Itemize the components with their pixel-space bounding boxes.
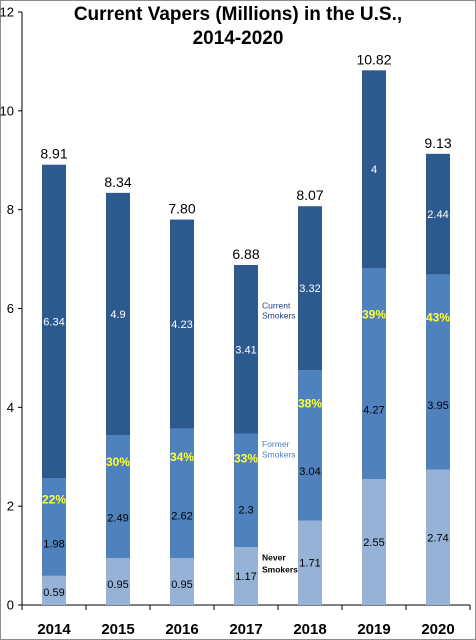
- bar-segment-current: [106, 192, 130, 436]
- bar-value-label-current: 4.23: [171, 319, 192, 331]
- bar-value-label-current: 2.44: [427, 209, 448, 221]
- x-category-label: 2015: [101, 621, 134, 638]
- former-share-label: 30%: [106, 455, 130, 469]
- bar-segment-current: [42, 164, 66, 478]
- bar-segment-former: [170, 428, 194, 559]
- former-share-label: 22%: [42, 493, 66, 507]
- x-category-label: 2017: [229, 621, 262, 638]
- bar-value-label-never: 2.55: [363, 537, 384, 549]
- y-tick-label: 8: [7, 202, 14, 217]
- bar-value-label-current: 3.32: [299, 283, 320, 295]
- y-tick-label: 0: [7, 598, 14, 613]
- annotation-current-smokers: Smokers: [262, 310, 296, 320]
- bar-value-label-former: 2.49: [107, 512, 128, 524]
- former-share-label: 39%: [362, 307, 386, 321]
- bar-value-label-never: 1.71: [299, 558, 320, 570]
- former-share-label: 38%: [298, 396, 322, 410]
- x-category-label: 2019: [357, 621, 390, 638]
- former-share-label: 43%: [426, 310, 450, 324]
- bar-value-label-current: 3.41: [235, 344, 256, 356]
- former-share-label: 34%: [170, 450, 194, 464]
- bar-value-label-former: 1.98: [43, 539, 64, 551]
- bar-total-label: 7.80: [168, 201, 195, 217]
- annotation-former-smokers: Former: [262, 439, 290, 449]
- bar-segment-current: [170, 219, 194, 429]
- bar-value-label-former: 3.95: [427, 400, 448, 412]
- bar-value-label-current: 4.9: [110, 309, 125, 321]
- chart-title-line-2: 2014-2020: [192, 28, 284, 49]
- bar-total-label: 10.82: [356, 51, 391, 67]
- y-tick-label: 12: [0, 5, 14, 20]
- x-category-label: 2018: [293, 621, 326, 638]
- bar-value-label-never: 0.95: [171, 579, 192, 591]
- bar-segment-never: [362, 478, 386, 605]
- bar-segment-current: [298, 206, 322, 371]
- y-tick-label: 4: [7, 400, 14, 415]
- chart-title-line-1: Current Vapers (Millions) in the U.S.,: [73, 4, 403, 25]
- bar-value-label-former: 2.62: [171, 510, 192, 522]
- x-category-label: 2014: [37, 621, 71, 638]
- bar-segment-never: [426, 469, 450, 605]
- bar-segment-current: [362, 70, 386, 268]
- bar-segment-former: [106, 435, 130, 559]
- bar-total-label: 6.88: [232, 246, 259, 262]
- former-share-label: 33%: [234, 452, 258, 466]
- bar-segment-former: [42, 477, 66, 576]
- bar-total-label: 8.91: [40, 146, 67, 162]
- bar-value-label-former: 2.3: [238, 505, 253, 517]
- bar-value-label-never: 2.74: [427, 532, 448, 544]
- bar-segment-never: [170, 558, 194, 605]
- y-tick-label: 6: [7, 301, 14, 316]
- bar-segment-current: [234, 265, 258, 434]
- bar-segment-former: [298, 370, 322, 521]
- bar-value-label-current: 4: [371, 164, 377, 176]
- bar-value-label-former: 3.04: [299, 466, 320, 478]
- x-category-label: 2016: [165, 621, 198, 638]
- bar-value-label-never: 1.17: [235, 571, 256, 583]
- y-tick-label: 10: [0, 103, 14, 118]
- bar-segment-former: [426, 274, 450, 470]
- x-category-label: 2020: [421, 621, 454, 638]
- bar-segment-never: [234, 547, 258, 605]
- bar-total-label: 8.34: [104, 174, 131, 190]
- bar-total-label: 9.13: [424, 135, 451, 151]
- bar-segment-former: [362, 267, 386, 479]
- annotation-current-smokers: Current: [262, 301, 291, 311]
- bar-segment-never: [42, 575, 66, 605]
- bar-value-label-current: 6.34: [43, 316, 64, 328]
- y-tick-label: 2: [7, 499, 14, 514]
- bar-value-label-never: 0.95: [107, 579, 128, 591]
- bar-segment-current: [426, 153, 450, 275]
- bar-segment-never: [106, 558, 130, 605]
- bar-value-label-never: 0.59: [43, 587, 64, 599]
- annotation-former-smokers: Smokers: [262, 450, 296, 460]
- bar-segment-former: [234, 433, 258, 548]
- bar-total-label: 8.07: [296, 187, 323, 203]
- annotation-never-smokers: Smokers: [262, 564, 298, 574]
- annotation-never-smokers: Never: [262, 553, 286, 563]
- bar-value-label-former: 4.27: [363, 404, 384, 416]
- bar-segment-never: [298, 520, 322, 605]
